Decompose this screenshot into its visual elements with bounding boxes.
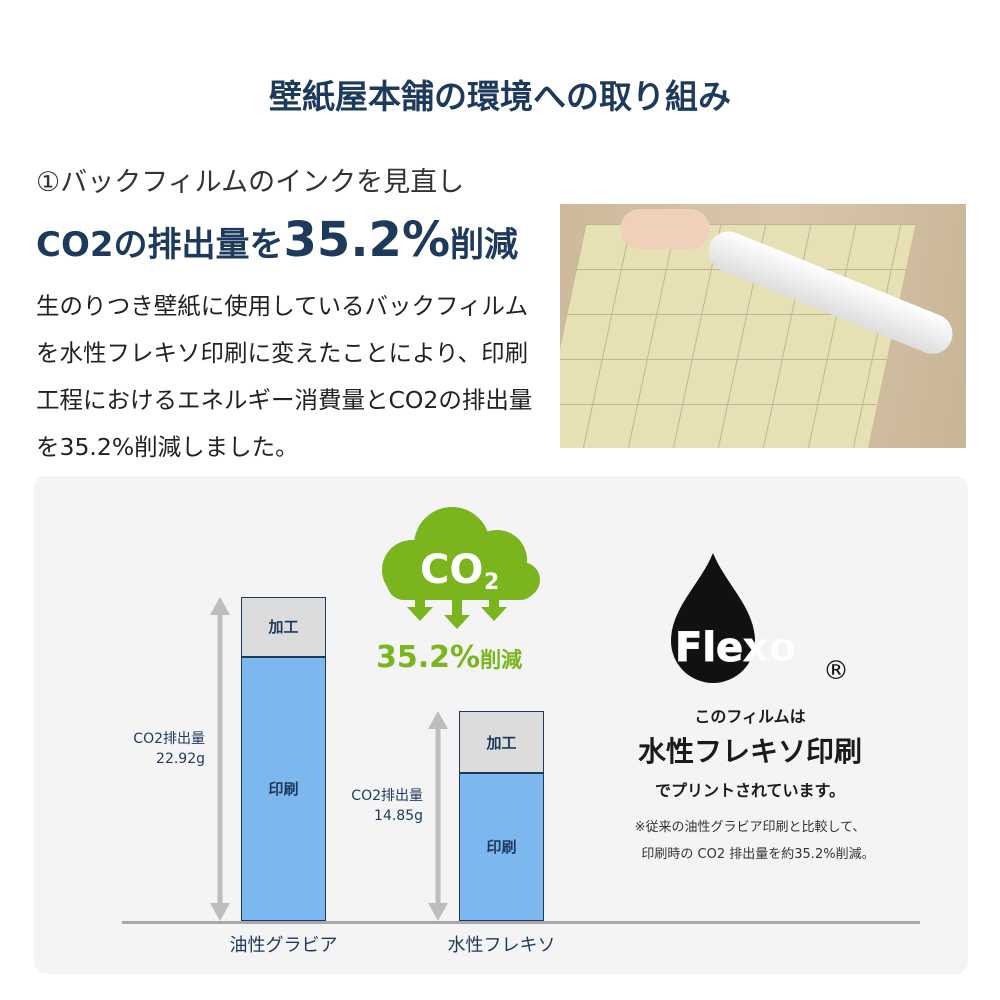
flexo-line1: このフィルムは xyxy=(694,707,806,726)
back-film-photo xyxy=(560,204,966,448)
flexo-logo-text: Flexo xyxy=(675,625,796,671)
total-label-title: CO2排出量 xyxy=(133,731,205,747)
total-arrow-icon xyxy=(428,711,448,921)
section-body: 生のりつき壁紙に使用しているバックフィルムを水性フレキソ印刷に変えたことにより、… xyxy=(36,292,533,461)
cloud-text: CO xyxy=(420,547,483,593)
headline-value: 35.2% xyxy=(283,212,451,268)
headline-suffix: 削減 xyxy=(450,225,519,265)
category-label: 水性フレキソ xyxy=(447,935,556,956)
total-label-value: 14.85g xyxy=(374,808,423,825)
reduction-label: 削減 xyxy=(480,648,523,672)
total-label-title: CO2排出量 xyxy=(351,788,423,805)
reduction-value: 35.2% xyxy=(376,640,481,675)
bar-segment-print: 印刷 xyxy=(241,656,326,921)
section-subtitle: ①バックフィルムのインクを見直し xyxy=(36,167,465,198)
bar-segment-process: 加工 xyxy=(459,711,544,773)
bar-segment-process: 加工 xyxy=(241,597,326,657)
flexo-line2: 水性フレキソ印刷 xyxy=(637,735,862,768)
headline-prefix: CO2の排出量を xyxy=(36,225,284,265)
flexo-line3: でプリントされています。 xyxy=(655,781,845,800)
section-headline: CO2の排出量を35.2%削減 xyxy=(36,212,518,268)
category-label: 油性グラビア xyxy=(229,935,338,956)
baseline xyxy=(122,921,920,924)
cloud-sub: 2 xyxy=(484,570,499,595)
registered-mark: ® xyxy=(823,656,849,686)
bar-segment-print: 印刷 xyxy=(459,772,544,921)
flexo-note2: 印刷時の CO2 排出量を約35.2%削減。 xyxy=(641,847,875,862)
flexo-drop-logo: Flexo ® xyxy=(671,553,849,686)
total-label: CO2排出量 22.92g xyxy=(100,729,205,769)
total-label: CO2排出量 14.85g xyxy=(318,786,423,826)
page-title: 壁紙屋本舗の環境への取り組み xyxy=(269,77,731,116)
total-arrow-icon xyxy=(210,597,230,921)
total-label-value: 22.92g xyxy=(156,751,205,767)
flexo-note1: ※従来の油性グラビア印刷と比較して、 xyxy=(634,820,866,835)
co2-cloud-icon: CO 2 xyxy=(382,507,540,629)
reduction-badge: 35.2%削減 xyxy=(376,640,522,675)
